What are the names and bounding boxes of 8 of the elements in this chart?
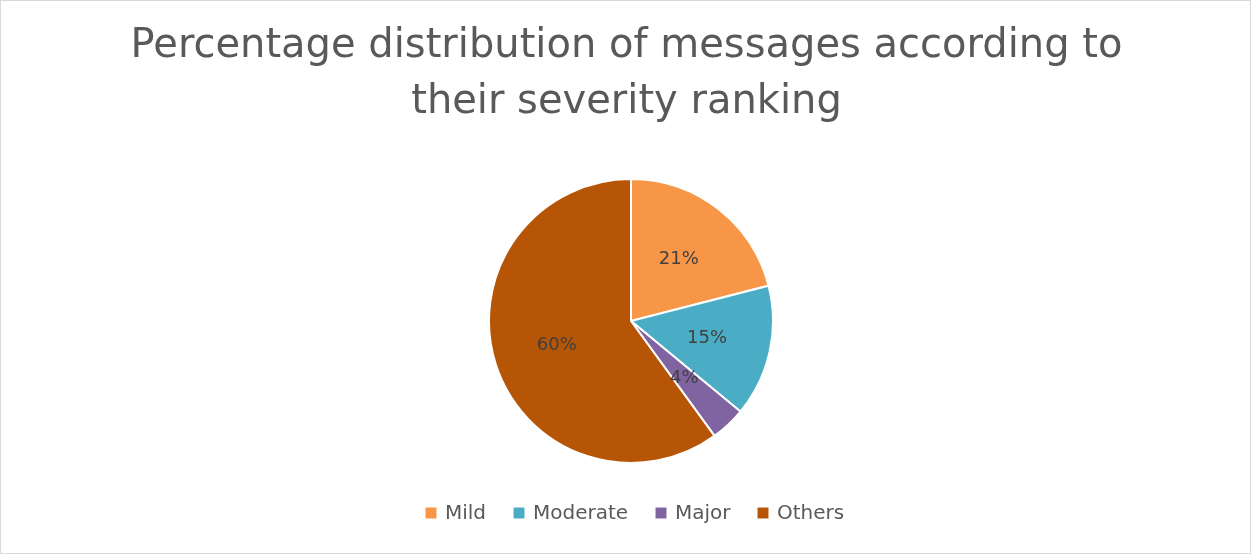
data-label: 21%: [658, 247, 699, 269]
legend-label: Others: [777, 500, 845, 524]
chart-title: Percentage distribution of messages according to their severity ranking: [130, 20, 1123, 122]
data-label: 60%: [536, 333, 577, 355]
data-label: 15%: [687, 326, 728, 348]
legend-label: Major: [675, 500, 732, 524]
legend-label: Moderate: [533, 500, 629, 524]
legend-label: Mild: [445, 500, 487, 524]
